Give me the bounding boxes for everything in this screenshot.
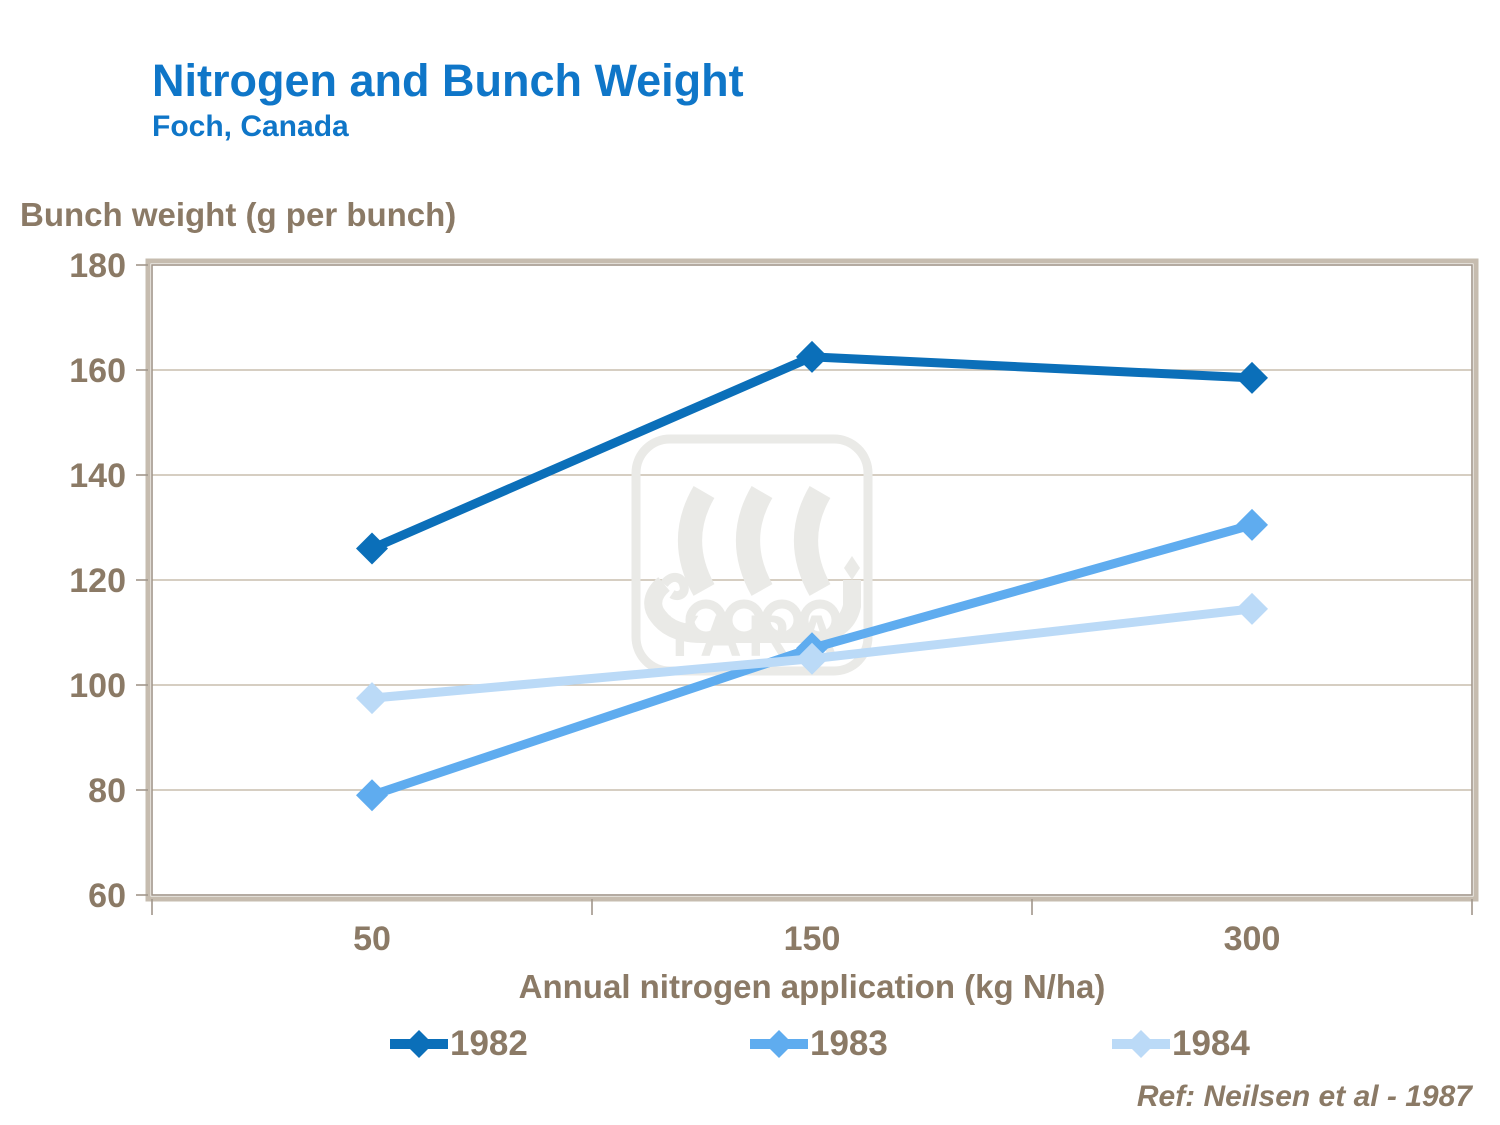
legend-marker-1982 bbox=[390, 1030, 448, 1058]
x-category-label-50: 50 bbox=[353, 920, 391, 958]
y-axis-title: Bunch weight (g per bunch) bbox=[20, 196, 457, 233]
series-marker-1983 bbox=[356, 779, 388, 812]
x-category-label-150: 150 bbox=[784, 920, 841, 958]
y-tick-label-160: 160 bbox=[69, 352, 126, 390]
y-tick-label-120: 120 bbox=[69, 562, 126, 600]
legend-item-1983: 1983 bbox=[748, 1022, 888, 1066]
legend-label-1983: 1983 bbox=[810, 1024, 888, 1063]
legend-marker-1983 bbox=[750, 1030, 808, 1058]
y-tick-label-80: 80 bbox=[88, 772, 126, 810]
legend-label-1984: 1984 bbox=[1172, 1024, 1250, 1063]
series-marker-1982 bbox=[796, 340, 828, 373]
series-marker-1984 bbox=[356, 682, 388, 715]
series-marker-1983 bbox=[1236, 508, 1268, 541]
chart-subtitle: Foch, Canada bbox=[152, 110, 349, 143]
series-marker-1982 bbox=[356, 532, 388, 565]
y-tick-label-140: 140 bbox=[69, 457, 126, 495]
plot-frame-inner bbox=[151, 264, 1473, 896]
yara-watermark-logo: YARA bbox=[631, 434, 873, 676]
legend-item-1982: 1982 bbox=[388, 1022, 528, 1066]
reference-citation: Ref: Neilsen et al - 1987 bbox=[1136, 1080, 1472, 1113]
chart-legend: 1982 1983 1984 bbox=[0, 1022, 1500, 1072]
series-marker-1984 bbox=[796, 642, 828, 675]
x-axis-title: Annual nitrogen application (kg N/ha) bbox=[518, 968, 1106, 1005]
chart-title: Nitrogen and Bunch Weight bbox=[152, 55, 744, 106]
legend-item-1984: 1984 bbox=[1110, 1022, 1250, 1066]
y-tick-label-60: 60 bbox=[88, 877, 126, 915]
y-tick-label-180: 180 bbox=[69, 247, 126, 285]
series-marker-1984 bbox=[1236, 592, 1268, 625]
x-category-label-300: 300 bbox=[1224, 920, 1281, 958]
series-marker-1982 bbox=[1236, 361, 1268, 394]
legend-marker-1984 bbox=[1112, 1030, 1170, 1058]
legend-label-1982: 1982 bbox=[450, 1024, 528, 1063]
y-tick-label-100: 100 bbox=[69, 667, 126, 705]
